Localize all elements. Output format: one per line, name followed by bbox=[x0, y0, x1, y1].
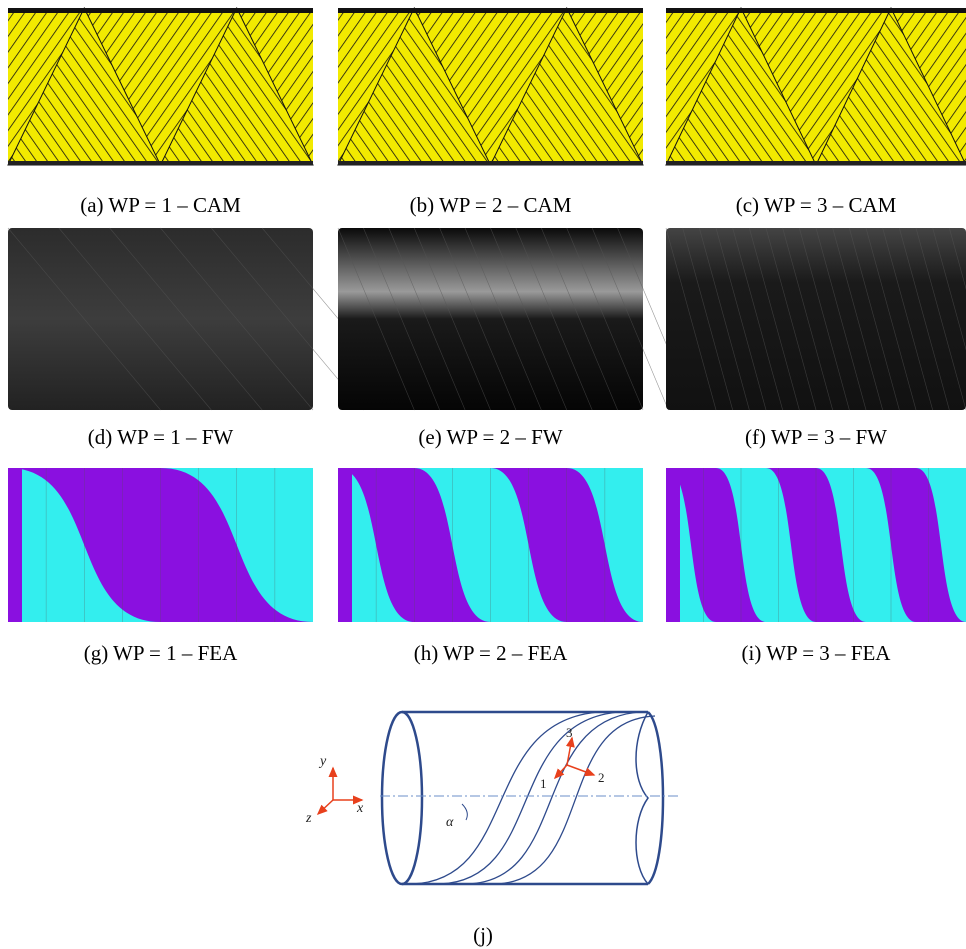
cylinder-end bbox=[636, 712, 648, 884]
caption: (g) WP = 1 – FEA bbox=[84, 641, 238, 665]
panel-image bbox=[8, 8, 313, 165]
panel-image bbox=[666, 8, 966, 165]
caption: (e) WP = 2 – FW bbox=[418, 425, 562, 449]
cam-edge bbox=[8, 161, 313, 165]
local-axis-label: 1 bbox=[540, 776, 547, 791]
caption: (d) WP = 1 – FW bbox=[88, 425, 234, 449]
panel-image bbox=[338, 468, 643, 622]
fea-strip bbox=[666, 468, 680, 622]
cylinder-end bbox=[648, 712, 663, 884]
angle-label: α bbox=[446, 815, 454, 830]
figure: y x z 1 2 3 α (j) (a) WP = 1 – CAM (b) WP… bbox=[0, 0, 966, 949]
panels bbox=[8, 8, 966, 622]
helix-lines bbox=[412, 712, 655, 884]
caption: (j) bbox=[473, 923, 493, 947]
caption: (i) WP = 3 – FEA bbox=[742, 641, 892, 665]
fw-photo bbox=[8, 228, 313, 410]
angle-arc bbox=[462, 804, 467, 820]
cylinder-end bbox=[382, 712, 422, 884]
local-axis-label: 3 bbox=[566, 725, 573, 740]
fea-strip bbox=[338, 468, 352, 622]
cam-edge bbox=[666, 8, 966, 13]
caption: (c) WP = 3 – CAM bbox=[736, 193, 897, 217]
panel-image bbox=[338, 8, 643, 165]
panel-image bbox=[338, 228, 694, 410]
local-axis-label: 2 bbox=[598, 770, 605, 785]
caption: (f) WP = 3 – FW bbox=[745, 425, 887, 449]
panel-image bbox=[8, 468, 313, 622]
axis-label: z bbox=[305, 811, 312, 826]
fw-photo bbox=[666, 228, 966, 410]
axis-label: y bbox=[318, 754, 327, 769]
fw-photo bbox=[338, 228, 643, 410]
cam-edge bbox=[8, 8, 313, 13]
panel-image bbox=[666, 468, 966, 622]
caption: (a) WP = 1 – CAM bbox=[80, 193, 241, 217]
axis-label: x bbox=[356, 801, 364, 816]
caption: (b) WP = 2 – CAM bbox=[410, 193, 572, 217]
panel-image bbox=[666, 228, 966, 410]
caption: (h) WP = 2 – FEA bbox=[414, 641, 568, 665]
cam-edge bbox=[338, 8, 643, 13]
diagram bbox=[318, 712, 680, 884]
cam-edge bbox=[338, 161, 643, 165]
fea-strip bbox=[8, 468, 22, 622]
cam-edge bbox=[666, 161, 966, 165]
